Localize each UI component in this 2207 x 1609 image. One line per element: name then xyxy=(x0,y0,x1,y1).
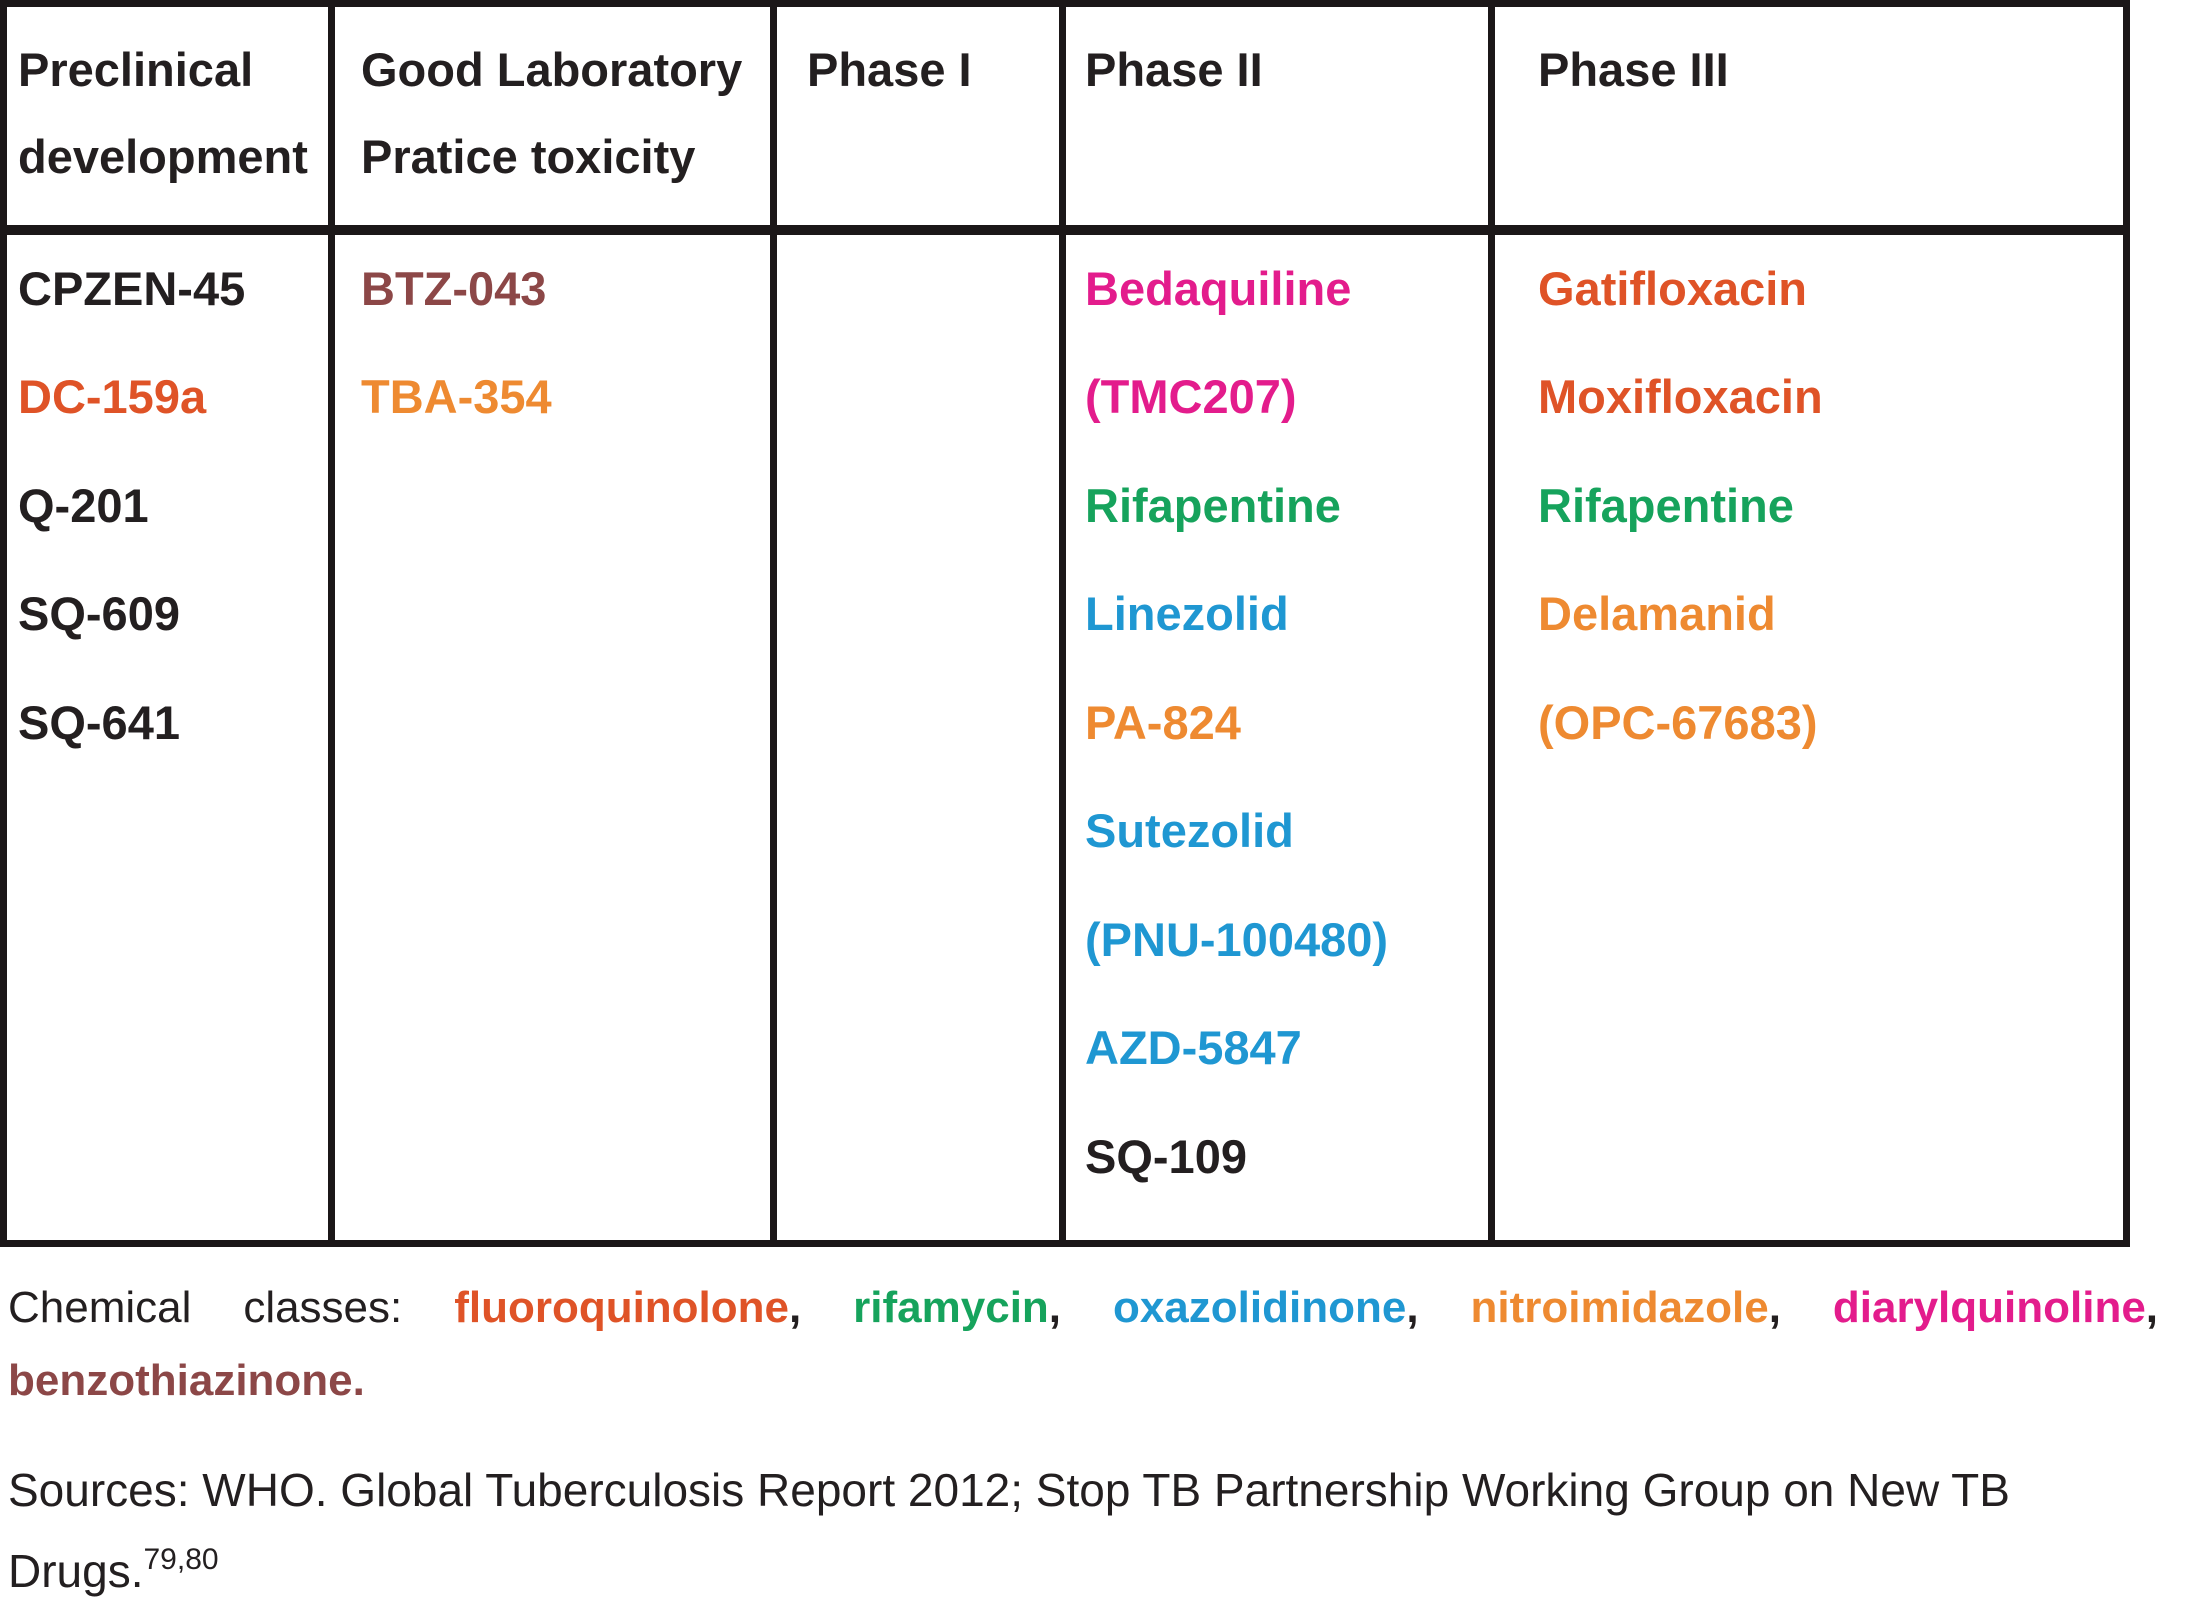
chemical-class-segment: rifamycin xyxy=(853,1283,1049,1332)
column-divider-3 xyxy=(1059,7,1066,1240)
sources-reference-superscript: 79,80 xyxy=(143,1543,219,1576)
column-divider-2 xyxy=(770,7,777,1240)
header-separator xyxy=(7,225,2123,235)
drug-label: CPZEN-45 xyxy=(18,261,246,315)
drug-label: (OPC-67683) xyxy=(1538,695,1818,749)
drug-item: PA-824 xyxy=(1085,668,1480,777)
drug-label: Gatifloxacin xyxy=(1538,261,1808,315)
drug-item: Q-201 xyxy=(18,451,328,560)
drug-label: Sutezolid xyxy=(1085,804,1294,858)
drug-label: Bedaquiline xyxy=(1085,261,1352,315)
drug-item: SQ-109 xyxy=(1085,1102,1480,1211)
drug-item: (OPC-67683) xyxy=(1538,668,2098,777)
drug-label: Linezolid xyxy=(1085,587,1289,641)
column-phase-3-items: Gatifloxacin Moxifloxacin Rifapentine Delam… xyxy=(1538,234,2098,777)
drug-label: TBA-354 xyxy=(361,370,552,424)
drug-label: SQ-109 xyxy=(1085,1129,1247,1183)
column-preclinical-items: CPZEN-45 DC-159a Q-201 SQ-609 SQ-641 xyxy=(18,234,328,777)
drug-item: DC-159a xyxy=(18,343,328,452)
column-header-phase-1: Phase I xyxy=(807,43,972,96)
drug-item: SQ-609 xyxy=(18,560,328,669)
drug-pipeline-table: Preclinical development Good Laboratory … xyxy=(0,0,2130,1247)
chemical-class-segment: , xyxy=(1406,1283,1471,1332)
chemical-class-segment: diarylquinoline xyxy=(1832,1283,2146,1332)
drug-label: PA-824 xyxy=(1085,695,1241,749)
drug-label: SQ-609 xyxy=(18,587,180,641)
column-divider-1 xyxy=(328,7,335,1240)
drug-label: DC-159a xyxy=(18,370,207,424)
column-glp-toxicity-items: BTZ-043 TBA-354 xyxy=(361,234,761,451)
drug-item: CPZEN-45 xyxy=(18,234,328,343)
drug-item: (PNU-100480) xyxy=(1085,885,1480,994)
column-phase-2-items: Bedaquiline (TMC207) Rifapentine Linezolid P… xyxy=(1085,234,1480,1211)
drug-item: Sutezolid xyxy=(1085,777,1480,886)
sources-drugs-word: Drugs. xyxy=(8,1545,144,1597)
drug-label: Rifapentine xyxy=(1538,478,1794,532)
chemical-class-segment: oxazolidinone xyxy=(1112,1283,1407,1332)
drug-item: Rifapentine xyxy=(1085,451,1480,560)
drug-item: Moxifloxacin xyxy=(1538,343,2098,452)
chemical-class-segment: , xyxy=(2145,1283,2159,1332)
chemical-class-segment: , xyxy=(789,1283,854,1332)
chemical-class-segment: fluoroquinolone xyxy=(454,1283,789,1332)
drug-item: Bedaquiline xyxy=(1085,234,1480,343)
drug-item: AZD-5847 xyxy=(1085,994,1480,1103)
chemical-class-segment: , xyxy=(1048,1283,1113,1332)
drug-item: Linezolid xyxy=(1085,560,1480,669)
column-header-glp-toxicity: Good Laboratory Pratice toxicity xyxy=(361,43,743,183)
drug-label: Q-201 xyxy=(18,478,149,532)
drug-label: Delamanid xyxy=(1538,587,1776,641)
sources-text-line2: Drugs.79,80 xyxy=(8,1540,219,1609)
drug-item: (TMC207) xyxy=(1085,343,1480,452)
drug-item: Rifapentine xyxy=(1538,451,2098,560)
chemical-classes-caption: Chemical classes: fluoroquinolone, rifam… xyxy=(8,1276,2158,1340)
chemical-class-segment: Chemical classes: xyxy=(8,1283,455,1332)
column-header-phase-3: Phase III xyxy=(1538,43,1729,96)
drug-label: Moxifloxacin xyxy=(1538,370,1823,424)
drug-label: (PNU-100480) xyxy=(1085,912,1389,966)
chemical-class-benzothiazinone: benzothiazinone. xyxy=(8,1356,365,1405)
drug-item: TBA-354 xyxy=(361,343,761,452)
chemical-classes-caption-line2: benzothiazinone. xyxy=(8,1349,365,1413)
drug-label: Rifapentine xyxy=(1085,478,1341,532)
drug-label: SQ-641 xyxy=(18,695,180,749)
drug-label: AZD-5847 xyxy=(1085,1021,1302,1075)
chemical-class-segment: , xyxy=(1768,1283,1833,1332)
drug-item: BTZ-043 xyxy=(361,234,761,343)
drug-label: (TMC207) xyxy=(1085,370,1297,424)
chemical-class-segment: nitroimidazole xyxy=(1470,1283,1769,1332)
drug-item: SQ-641 xyxy=(18,668,328,777)
drug-item: Delamanid xyxy=(1538,560,2098,669)
column-header-preclinical: Preclinical development xyxy=(18,43,308,183)
column-header-phase-2: Phase II xyxy=(1085,43,1263,96)
column-divider-4 xyxy=(1488,7,1495,1240)
drug-item: Gatifloxacin xyxy=(1538,234,2098,343)
drug-label: BTZ-043 xyxy=(361,261,547,315)
sources-text: Sources: WHO. Global Tuberculosis Report… xyxy=(8,1464,2010,1516)
